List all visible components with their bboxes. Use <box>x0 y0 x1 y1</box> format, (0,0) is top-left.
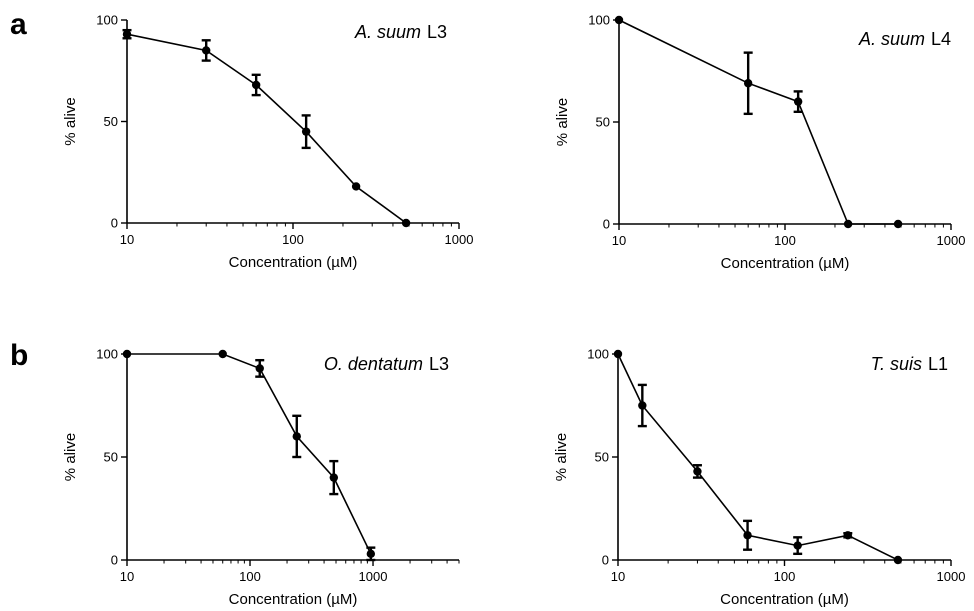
series-line <box>618 19 899 225</box>
chart-title: A. suum L3 <box>354 22 447 42</box>
chart-title: O. dentatum L3 <box>324 354 449 374</box>
data-point <box>893 219 903 229</box>
data-point <box>843 219 853 229</box>
x-tick-label: 100 <box>774 233 796 248</box>
data-point <box>743 79 753 88</box>
data-point <box>202 46 211 55</box>
y-tick-label: 100 <box>96 347 118 362</box>
chart-title-stage: L4 <box>931 29 951 49</box>
data-point <box>893 555 903 565</box>
data-point <box>366 549 376 559</box>
x-tick-label: 1000 <box>937 233 966 248</box>
y-tick-label: 50 <box>104 114 118 129</box>
data-point <box>638 401 647 410</box>
y-tick-label: 50 <box>595 450 609 465</box>
chart-title: T. suis L1 <box>871 354 948 374</box>
data-point <box>122 30 132 39</box>
x-tick-label: 10 <box>120 569 134 584</box>
x-tick-label: 100 <box>239 569 261 584</box>
series-line <box>127 353 372 555</box>
data-point <box>613 349 623 359</box>
x-tick-label: 100 <box>282 232 304 247</box>
y-tick-label: 100 <box>587 347 609 362</box>
data-point <box>743 531 752 540</box>
data-point <box>793 97 803 106</box>
x-tick-label: 1000 <box>937 569 966 584</box>
x-tick-label: 1000 <box>359 569 388 584</box>
panel-label-b: b <box>10 339 28 372</box>
data-point <box>401 218 411 228</box>
y-axis-label: % alive <box>554 98 571 146</box>
data-point <box>251 80 261 90</box>
chart-title-stage: L1 <box>928 354 948 374</box>
y-tick-label: 0 <box>602 553 609 568</box>
y-tick-label: 100 <box>96 13 118 28</box>
y-axis-label: % alive <box>62 433 79 481</box>
x-axis-label: Concentration (µM) <box>720 591 849 608</box>
y-tick-label: 0 <box>111 216 118 231</box>
chart-title-species: A. suum <box>858 29 925 49</box>
x-tick-label: 10 <box>120 232 134 247</box>
chart-title-stage: L3 <box>427 22 447 42</box>
y-tick-label: 0 <box>603 217 610 232</box>
x-axis-label: Concentration (µM) <box>229 591 358 608</box>
data-point <box>351 182 361 191</box>
data-point <box>793 541 802 550</box>
chart-a-suum-l3: 0 50 100 10 100 1000 Concentration (µM) % alive… <box>62 13 473 272</box>
data-point <box>218 349 227 359</box>
chart-a-suum-l4: 0 50 100 10 100 1000 Concentration (µM) % alive… <box>554 13 965 273</box>
y-axis-label: % alive <box>62 97 79 145</box>
x-tick-label: 10 <box>612 233 626 248</box>
chart-title-species: O. dentatum <box>324 354 423 374</box>
chart-title-species: T. suis <box>871 354 922 374</box>
x-axis-label: Concentration (µM) <box>721 255 850 272</box>
y-tick-label: 50 <box>596 115 610 130</box>
chart-title-species: A. suum <box>354 22 421 42</box>
data-point <box>614 15 624 25</box>
series-line <box>126 33 407 224</box>
data-point <box>292 432 301 441</box>
x-tick-label: 10 <box>611 569 625 584</box>
chart-title-stage: L3 <box>429 354 449 374</box>
panel-label-a: a <box>10 8 27 41</box>
data-point <box>122 349 132 359</box>
x-tick-label: 1000 <box>445 232 474 247</box>
series-line <box>617 353 899 561</box>
chart-title: A. suum L4 <box>858 29 951 49</box>
data-point <box>843 531 853 540</box>
data-point <box>255 364 264 373</box>
y-tick-label: 50 <box>104 450 118 465</box>
x-tick-label: 100 <box>774 569 796 584</box>
y-tick-label: 0 <box>111 553 118 568</box>
y-axis-label: % alive <box>553 433 570 481</box>
x-axis-label: Concentration (µM) <box>229 254 358 271</box>
data-point <box>693 467 702 476</box>
data-point <box>329 473 339 482</box>
y-tick-label: 100 <box>588 13 610 28</box>
chart-t-suis-l1: 0 50 100 10 100 1000 Concentration (µM) % alive… <box>553 347 965 609</box>
data-point <box>301 127 311 136</box>
